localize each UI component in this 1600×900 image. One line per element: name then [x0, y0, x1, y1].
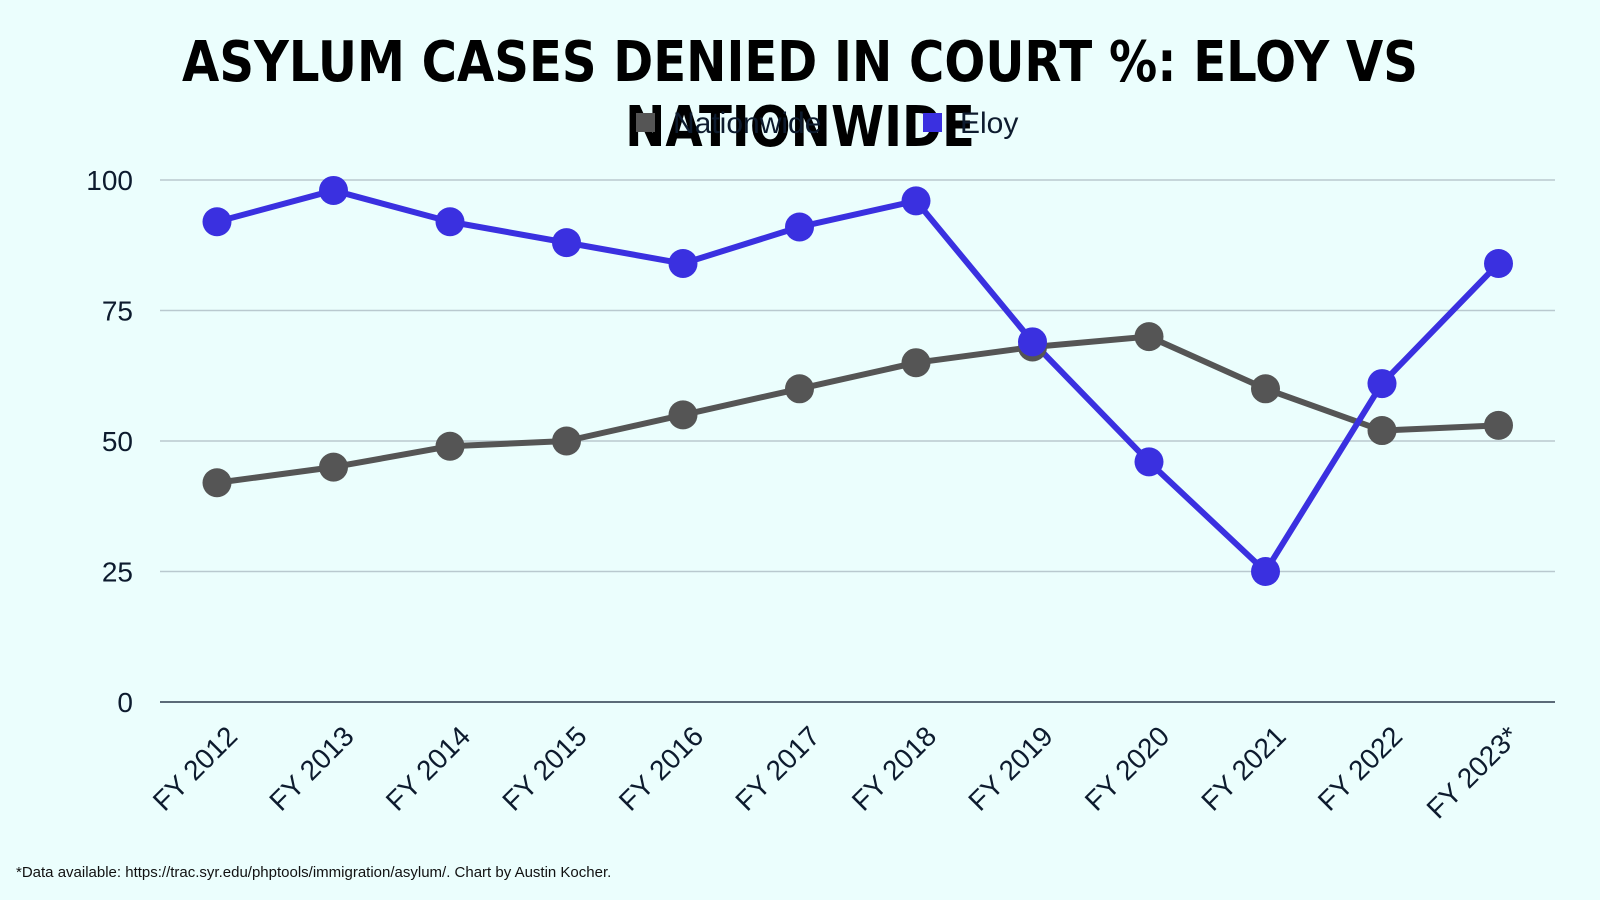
data-point-eloy [668, 249, 698, 279]
data-point-nationwide [1367, 416, 1397, 446]
legend-label-eloy: Eloy [960, 107, 1018, 140]
x-tick-label: FY 2012 [147, 720, 243, 816]
legend-swatch-nationwide [636, 113, 655, 132]
data-point-eloy [1484, 249, 1513, 279]
data-point-eloy [435, 207, 465, 237]
legend-label-nationwide: Nationwide [673, 107, 821, 140]
y-tick-label: 75 [102, 296, 133, 327]
data-point-eloy [202, 207, 232, 237]
data-point-nationwide [435, 431, 465, 461]
legend-swatch-eloy [923, 113, 942, 132]
y-tick-label: 0 [117, 687, 133, 718]
data-point-nationwide [1251, 374, 1280, 404]
x-tick-label: FY 2019 [962, 720, 1058, 816]
x-tick-label: FY 2016 [613, 720, 709, 816]
series-line-nationwide [216, 333, 1499, 486]
data-point-eloy [901, 186, 931, 216]
data-point-nationwide [785, 374, 814, 404]
x-tick-label: FY 2020 [1079, 720, 1175, 816]
x-tick-label: FY 2013 [263, 720, 359, 816]
data-point-eloy [1134, 447, 1164, 477]
data-point-nationwide [552, 426, 581, 456]
data-point-nationwide [901, 348, 931, 378]
data-point-nationwide [1484, 410, 1513, 440]
x-tick-label: FY 2022 [1312, 720, 1408, 816]
x-tick-label: FY 2018 [846, 720, 942, 816]
series-line-eloy [216, 187, 1501, 575]
y-tick-label: 50 [102, 426, 133, 457]
x-tick-label: FY 2015 [496, 720, 592, 816]
data-point-nationwide [1134, 322, 1164, 352]
data-point-eloy [1367, 369, 1397, 399]
x-tick-label: FY 2017 [729, 720, 825, 816]
x-tick-label: FY 2014 [380, 720, 476, 816]
data-point-nationwide [202, 468, 232, 498]
data-point-nationwide [319, 452, 348, 482]
chart-title: ASYLUM CASES DENIED IN COURT %: ELOY VS … [182, 30, 1418, 160]
x-tick-label: FY 2023* [1421, 720, 1525, 824]
data-point-eloy [1018, 327, 1047, 357]
data-point-eloy [785, 212, 814, 242]
y-tick-label: 100 [86, 165, 133, 196]
x-tick-label: FY 2021 [1195, 720, 1291, 816]
data-point-nationwide [668, 400, 698, 430]
data-point-eloy [1251, 557, 1280, 586]
data-point-eloy [319, 175, 348, 205]
y-tick-label: 25 [102, 557, 133, 588]
data-point-eloy [552, 228, 581, 258]
footnote: *Data available: https://trac.syr.edu/ph… [16, 864, 612, 881]
